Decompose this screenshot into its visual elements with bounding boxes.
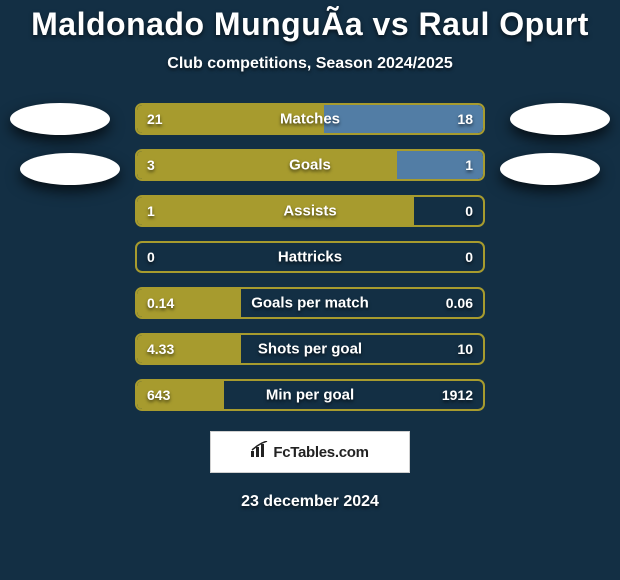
player-left-badge-1 xyxy=(10,103,110,135)
stat-row: 643 1912 Min per goal xyxy=(135,379,485,411)
comparison-infographic: Maldonado MunguÃ­a vs Raul Opurt Club co… xyxy=(0,0,620,580)
stat-row: 4.33 10 Shots per goal xyxy=(135,333,485,365)
brand-chart-icon xyxy=(251,432,269,474)
stat-value-right: 1912 xyxy=(442,387,473,403)
stat-value-left: 3 xyxy=(147,157,155,173)
stat-value-right: 0 xyxy=(465,249,473,265)
stat-value-left: 0 xyxy=(147,249,155,265)
stat-value-left: 643 xyxy=(147,387,170,403)
player-left-badge-2 xyxy=(20,153,120,185)
stat-label: Hattricks xyxy=(278,249,342,266)
stats-area: 2118Matches31Goals10Assists00Hattricks0.… xyxy=(0,103,620,411)
stat-label: Min per goal xyxy=(266,387,354,404)
stat-label: Matches xyxy=(280,111,340,128)
stat-label: Goals xyxy=(289,157,331,174)
stat-fill-left xyxy=(137,151,397,179)
stat-value-right: 0.06 xyxy=(446,295,473,311)
stat-label: Goals per match xyxy=(251,295,369,312)
stat-value-right: 18 xyxy=(457,111,473,127)
stat-value-right: 0 xyxy=(465,203,473,219)
page-title: Maldonado MunguÃ­a vs Raul Opurt xyxy=(0,6,620,43)
stat-value-left: 21 xyxy=(147,111,163,127)
stat-value-right: 10 xyxy=(457,341,473,357)
stat-fill-left xyxy=(137,197,414,225)
stat-row: 1 0 Assists xyxy=(135,195,485,227)
brand-text: FcTables.com xyxy=(273,444,368,461)
stat-row: 3 1 Goals xyxy=(135,149,485,181)
date-text: 23 december 2024 xyxy=(0,493,620,511)
stat-value-right: 1 xyxy=(465,157,473,173)
stat-value-left: 0.14 xyxy=(147,295,174,311)
stat-rows: 2118Matches31Goals10Assists00Hattricks0.… xyxy=(135,103,485,411)
subtitle: Club competitions, Season 2024/2025 xyxy=(0,55,620,73)
player-right-badge-1 xyxy=(510,103,610,135)
player-right-badge-2 xyxy=(500,153,600,185)
stat-label: Shots per goal xyxy=(258,341,362,358)
stat-row: 21 18 Matches xyxy=(135,103,485,135)
stat-value-left: 4.33 xyxy=(147,341,174,357)
stat-row: 0 0 Hattricks xyxy=(135,241,485,273)
stat-row: 0.14 0.06 Goals per match xyxy=(135,287,485,319)
brand-badge[interactable]: FcTables.com xyxy=(210,431,410,473)
stat-label: Assists xyxy=(283,203,336,220)
stat-value-left: 1 xyxy=(147,203,155,219)
